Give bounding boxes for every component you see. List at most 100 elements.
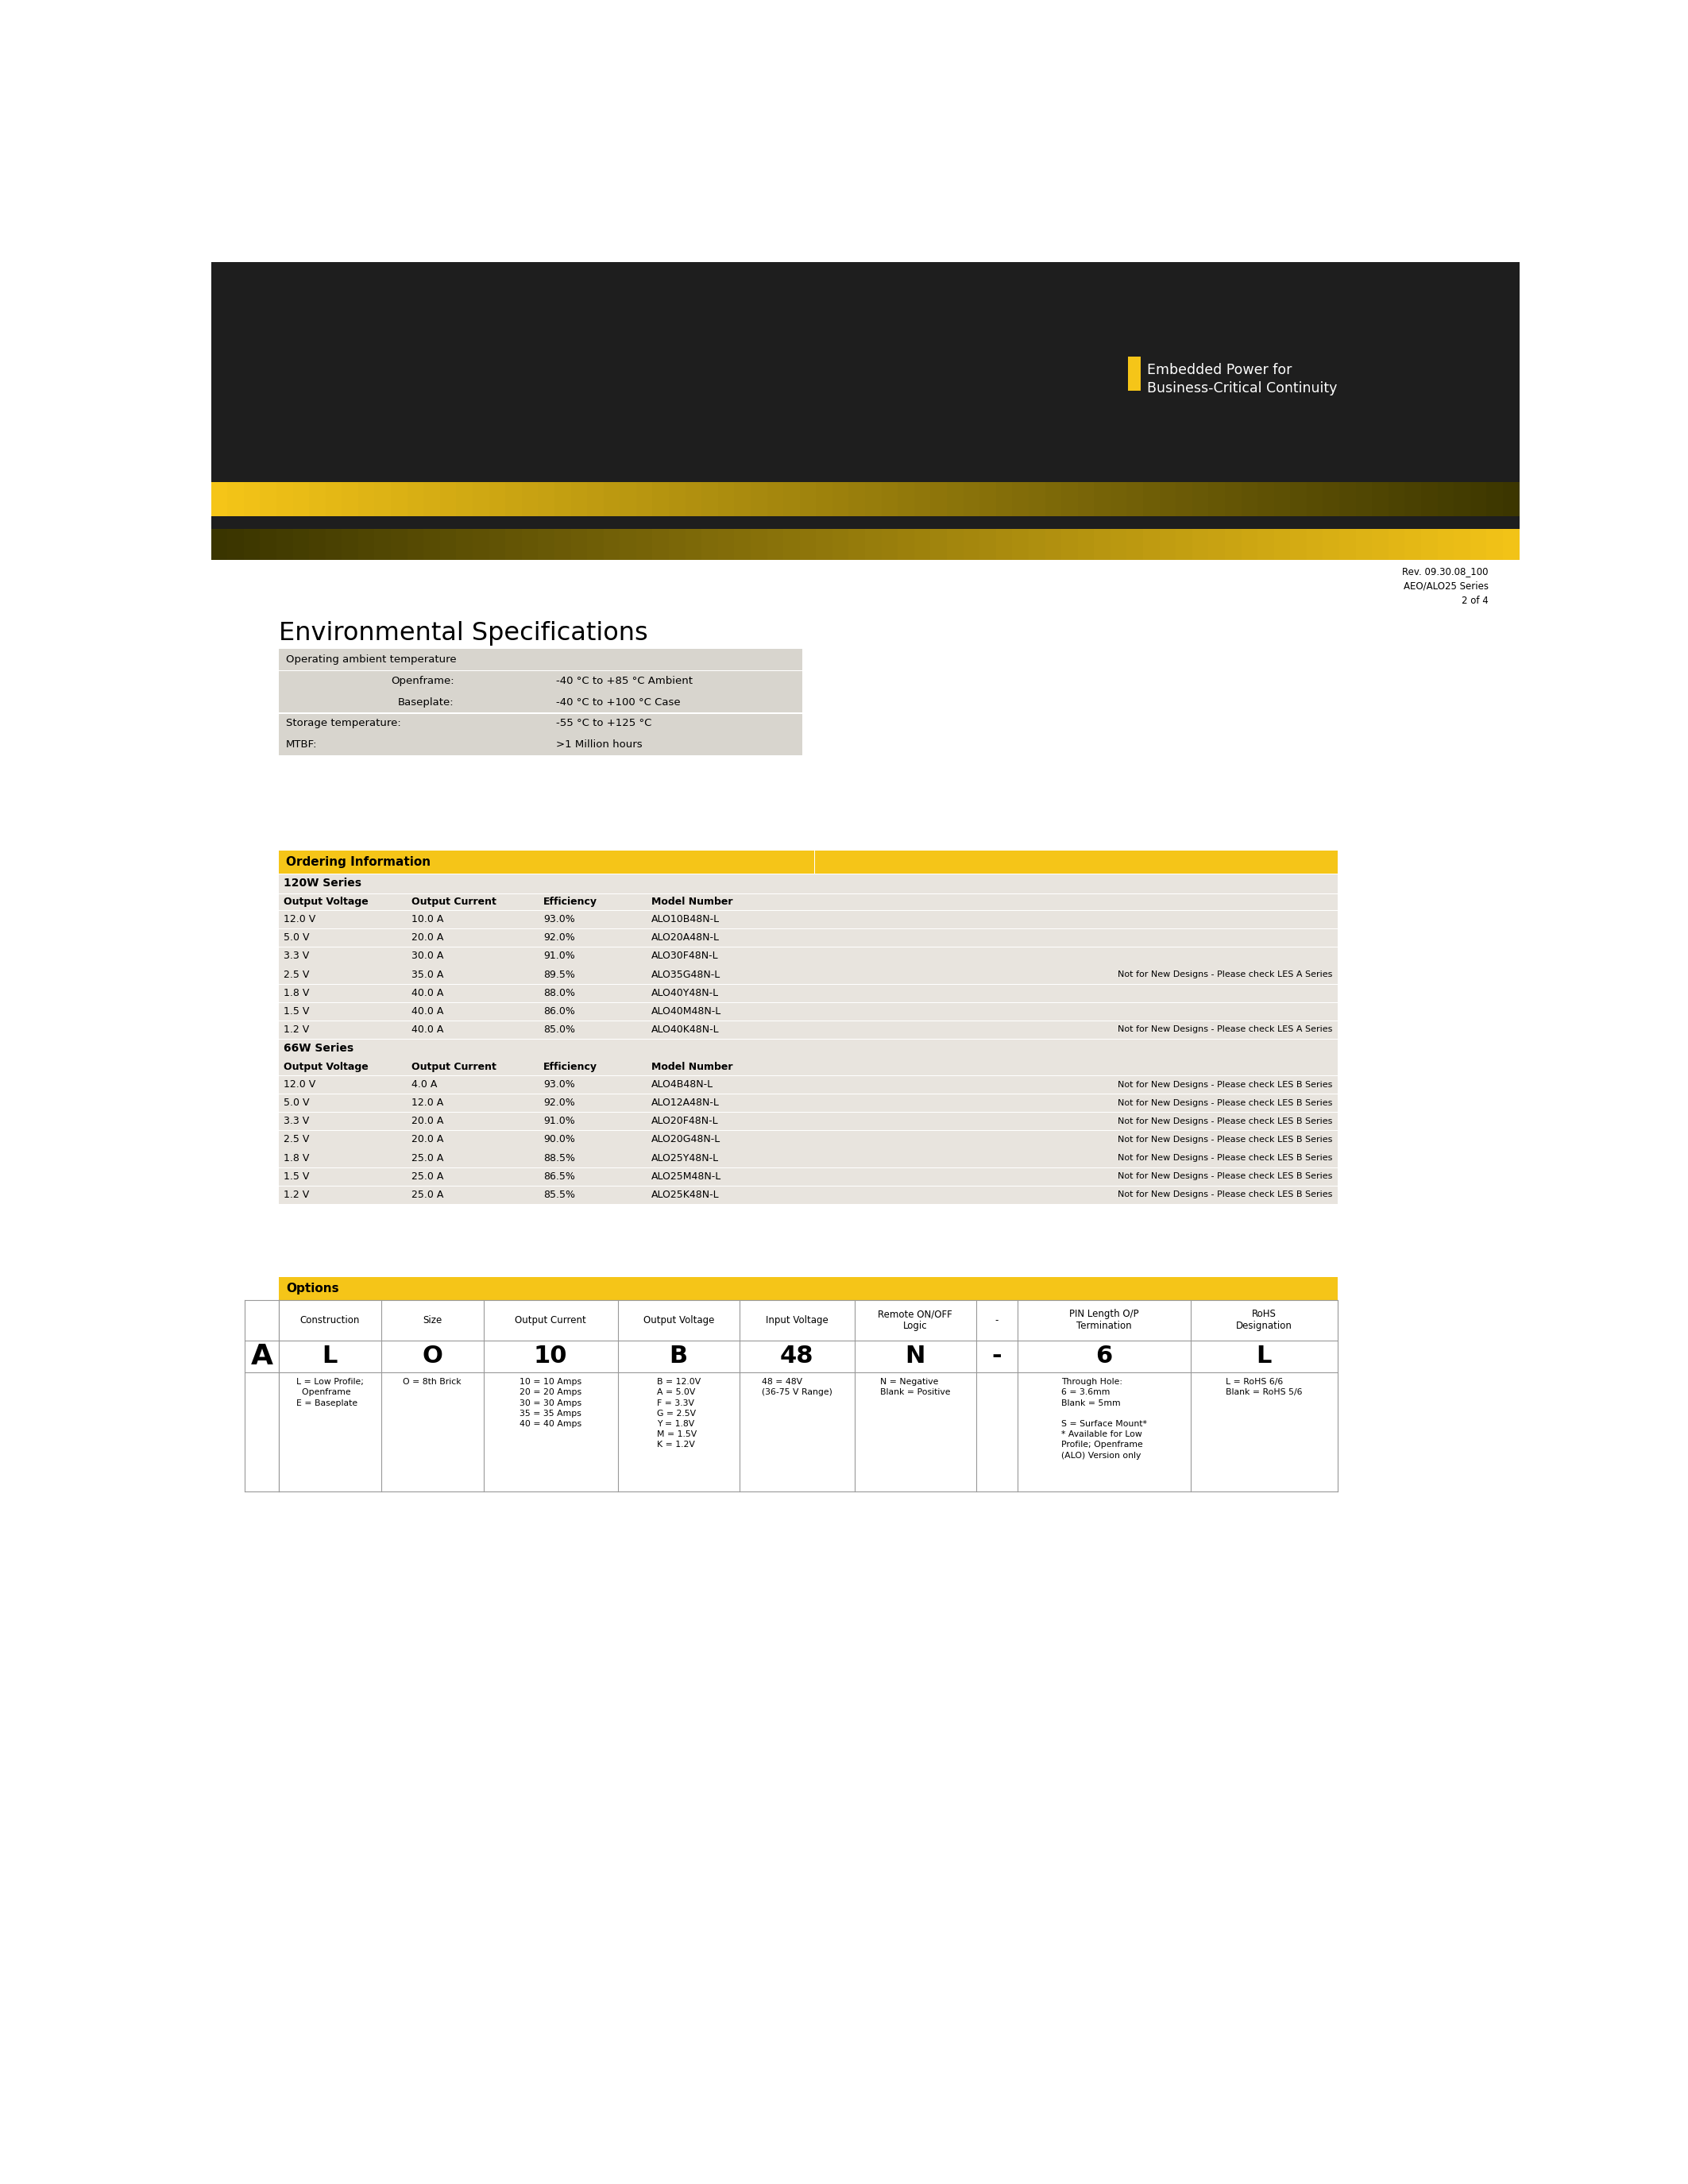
Text: ALO25M48N-L: ALO25M48N-L <box>652 1171 721 1182</box>
Text: 86.0%: 86.0% <box>544 1007 576 1016</box>
Bar <box>766 529 785 559</box>
Text: 5.0 V: 5.0 V <box>284 933 309 943</box>
Text: Not for New Designs - Please check LES A Series: Not for New Designs - Please check LES A… <box>1117 1026 1332 1033</box>
Text: Efficiency: Efficiency <box>544 898 598 906</box>
Text: 2 of 4: 2 of 4 <box>1462 596 1489 605</box>
Bar <box>1453 483 1472 515</box>
Text: 30.0 A: 30.0 A <box>412 950 444 961</box>
Text: Model Number: Model Number <box>652 1061 733 1072</box>
Bar <box>505 483 523 515</box>
Text: -: - <box>996 1315 999 1326</box>
Bar <box>1111 529 1128 559</box>
Bar <box>1013 483 1030 515</box>
Bar <box>538 529 555 559</box>
Text: -: - <box>993 1345 1003 1367</box>
Bar <box>1094 529 1112 559</box>
Bar <box>702 483 719 515</box>
Text: PIN Length O/P
Termination: PIN Length O/P Termination <box>1069 1308 1139 1332</box>
Bar <box>279 1299 1337 1492</box>
Bar <box>1372 483 1389 515</box>
Bar <box>1339 529 1357 559</box>
Bar <box>996 483 1013 515</box>
Bar <box>1160 483 1177 515</box>
Bar <box>685 529 702 559</box>
Bar <box>619 483 638 515</box>
Bar <box>1290 483 1308 515</box>
Text: RoHS
Designation: RoHS Designation <box>1236 1308 1291 1332</box>
Text: Environmental Specifications: Environmental Specifications <box>279 620 648 646</box>
Bar <box>473 529 490 559</box>
Bar <box>1045 483 1062 515</box>
Text: Not for New Designs - Please check LES B Series: Not for New Designs - Please check LES B… <box>1117 1099 1332 1107</box>
Text: 40.0 A: 40.0 A <box>412 987 444 998</box>
Text: 1.8 V: 1.8 V <box>284 1153 309 1164</box>
Bar <box>1177 529 1193 559</box>
Bar <box>228 529 245 559</box>
Bar <box>211 529 228 559</box>
Text: Rev. 09.30.08_100: Rev. 09.30.08_100 <box>1403 566 1489 577</box>
Bar <box>702 529 719 559</box>
Text: Storage temperature:: Storage temperature: <box>285 719 402 729</box>
Text: N: N <box>905 1345 925 1367</box>
Bar <box>849 483 866 515</box>
Bar <box>1128 356 1141 391</box>
Bar <box>1339 483 1357 515</box>
Text: B = 12.0V
A = 5.0V
F = 3.3V
G = 2.5V
Y = 1.8V
M = 1.5V
K = 1.2V: B = 12.0V A = 5.0V F = 3.3V G = 2.5V Y =… <box>657 1378 701 1448</box>
Bar <box>1225 483 1242 515</box>
Bar <box>947 529 964 559</box>
Text: 48 = 48V
(36-75 V Range): 48 = 48V (36-75 V Range) <box>761 1378 832 1396</box>
Bar <box>1372 529 1389 559</box>
Bar <box>375 529 392 559</box>
Bar <box>424 529 441 559</box>
Text: Output Voltage: Output Voltage <box>284 898 368 906</box>
Bar <box>1209 529 1225 559</box>
Bar <box>441 483 457 515</box>
Text: 6: 6 <box>1096 1345 1112 1367</box>
Text: 2.5 V: 2.5 V <box>284 1133 309 1144</box>
Text: 20.0 A: 20.0 A <box>412 1116 444 1127</box>
Text: Options: Options <box>285 1282 339 1295</box>
Text: Business-Critical Continuity: Business-Critical Continuity <box>1146 382 1337 395</box>
Text: Model Number: Model Number <box>652 898 733 906</box>
Bar <box>407 529 425 559</box>
Text: 1.2 V: 1.2 V <box>284 1024 309 1035</box>
Text: Not for New Designs - Please check LES B Series: Not for New Designs - Please check LES B… <box>1117 1153 1332 1162</box>
Bar <box>326 529 343 559</box>
Bar <box>930 529 949 559</box>
Text: 3.3 V: 3.3 V <box>284 1116 309 1127</box>
Bar <box>1404 529 1423 559</box>
Bar <box>277 529 294 559</box>
Text: Input Voltage: Input Voltage <box>766 1315 829 1326</box>
Bar <box>1502 529 1521 559</box>
Text: ALO40K48N-L: ALO40K48N-L <box>652 1024 719 1035</box>
Bar <box>751 483 768 515</box>
Text: Not for New Designs - Please check LES B Series: Not for New Designs - Please check LES B… <box>1117 1190 1332 1199</box>
Bar <box>1209 483 1225 515</box>
Text: 88.0%: 88.0% <box>544 987 576 998</box>
Bar <box>1355 483 1374 515</box>
Text: 5.0 V: 5.0 V <box>284 1099 309 1107</box>
Text: Not for New Designs - Please check LES B Series: Not for New Designs - Please check LES B… <box>1117 1173 1332 1179</box>
Text: Openframe:: Openframe: <box>392 675 454 686</box>
Bar <box>783 483 800 515</box>
Bar <box>717 529 736 559</box>
Bar <box>424 483 441 515</box>
Text: 48: 48 <box>780 1345 814 1367</box>
Text: 85.5%: 85.5% <box>544 1190 576 1199</box>
Bar <box>1077 529 1096 559</box>
Text: ALO12A48N-L: ALO12A48N-L <box>652 1099 719 1107</box>
Text: L = Low Profile;
  Openframe
E = Baseplate: L = Low Profile; Openframe E = Baseplate <box>295 1378 363 1406</box>
Text: N = Negative
Blank = Positive: N = Negative Blank = Positive <box>879 1378 950 1396</box>
Text: 1.5 V: 1.5 V <box>284 1007 309 1016</box>
Text: Embedded Power for: Embedded Power for <box>1146 363 1291 378</box>
Text: 12.0 V: 12.0 V <box>284 1079 316 1090</box>
Bar <box>930 483 949 515</box>
Bar <box>1045 529 1062 559</box>
Bar <box>1094 483 1112 515</box>
Text: Not for New Designs - Please check LES A Series: Not for New Designs - Please check LES A… <box>1117 970 1332 978</box>
Text: Not for New Designs - Please check LES B Series: Not for New Designs - Please check LES B… <box>1117 1118 1332 1125</box>
Text: 89.5%: 89.5% <box>544 970 576 981</box>
Text: 20.0 A: 20.0 A <box>412 933 444 943</box>
Text: 10.0 A: 10.0 A <box>412 915 444 924</box>
Text: ALO40Y48N-L: ALO40Y48N-L <box>652 987 719 998</box>
